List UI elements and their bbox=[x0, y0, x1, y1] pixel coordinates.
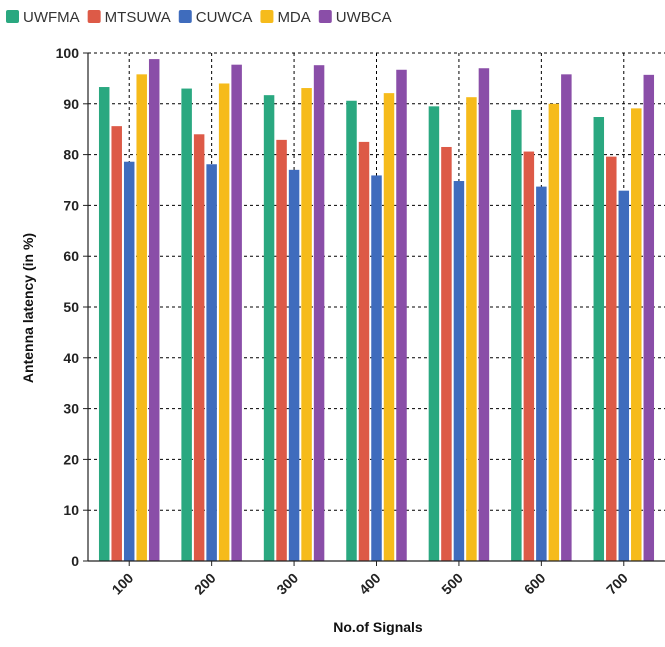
x-tick-label: 300 bbox=[273, 570, 301, 598]
bar-cuwca-400 bbox=[371, 175, 382, 562]
y-tick-label: 80 bbox=[63, 147, 79, 163]
bar-mda-500 bbox=[466, 97, 477, 562]
x-tick-label: 600 bbox=[521, 570, 549, 598]
bar-uwfma-200 bbox=[181, 88, 192, 561]
legend-label-mtsuwa: MTSUWA bbox=[105, 9, 171, 26]
bar-mda-200 bbox=[218, 83, 230, 561]
x-tick-label: 200 bbox=[191, 570, 219, 598]
bar-cuwca-200 bbox=[206, 164, 217, 561]
legend: UWFMA MTSUWA CUWCA MDA UWBCA bbox=[6, 9, 392, 26]
legend-swatch-mda bbox=[260, 10, 274, 23]
bar-cuwca-700 bbox=[618, 190, 630, 561]
y-tick-label: 0 bbox=[71, 553, 79, 569]
y-tick-label: 70 bbox=[63, 197, 79, 213]
x-tick-label: 100 bbox=[109, 570, 137, 598]
y-tick-label: 30 bbox=[63, 401, 79, 417]
bar-mtsuwa-500 bbox=[441, 146, 452, 562]
legend-swatch-uwbca bbox=[318, 10, 332, 23]
y-tick-label: 50 bbox=[63, 299, 79, 315]
bar-mda-700 bbox=[631, 108, 642, 561]
bar-uwbca-400 bbox=[396, 69, 407, 561]
bar-uwbca-600 bbox=[561, 74, 572, 561]
legend-swatch-mtsuwa bbox=[87, 10, 101, 23]
bar-cuwca-100 bbox=[123, 161, 135, 561]
bar-uwbca-100 bbox=[148, 59, 160, 561]
y-tick-label: 20 bbox=[63, 451, 79, 467]
bar-mda-400 bbox=[383, 93, 395, 561]
bar-uwbca-500 bbox=[478, 68, 490, 562]
legend-label-uwfma: UWFMA bbox=[23, 9, 80, 26]
bar-uwfma-700 bbox=[593, 117, 605, 562]
x-tick-label: 400 bbox=[356, 570, 384, 598]
x-tick-label: 500 bbox=[438, 570, 466, 598]
y-axis-title: Antenna latency (in %) bbox=[20, 233, 36, 383]
bar-mtsuwa-300 bbox=[276, 139, 287, 562]
legend-label-mda: MDA bbox=[277, 9, 310, 26]
x-axis-ticks: 100 200 300 400 500 600 700 bbox=[109, 561, 631, 598]
legend-swatch-uwfma bbox=[6, 10, 19, 23]
bars bbox=[98, 59, 655, 562]
y-tick-label: 40 bbox=[63, 350, 79, 366]
bar-uwfma-400 bbox=[346, 100, 357, 561]
y-tick-label: 100 bbox=[56, 45, 80, 61]
legend-label-uwbca: UWBCA bbox=[336, 9, 392, 26]
bar-mtsuwa-700 bbox=[606, 156, 617, 561]
y-tick-label: 10 bbox=[63, 502, 79, 518]
bar-uwfma-300 bbox=[263, 95, 275, 561]
bar-uwfma-100 bbox=[98, 87, 110, 561]
bar-mtsuwa-400 bbox=[358, 141, 370, 561]
bar-mda-600 bbox=[548, 103, 560, 562]
bar-uwbca-200 bbox=[231, 64, 242, 562]
bar-cuwca-300 bbox=[288, 169, 300, 561]
y-tick-label: 90 bbox=[63, 96, 79, 112]
bar-cuwca-600 bbox=[536, 186, 547, 561]
bar-uwfma-500 bbox=[428, 106, 440, 561]
bar-uwbca-300 bbox=[313, 65, 325, 561]
x-tick-label: 700 bbox=[603, 570, 631, 598]
bar-mda-100 bbox=[136, 74, 147, 561]
bar-uwbca-700 bbox=[643, 74, 655, 562]
legend-swatch-cuwca bbox=[178, 10, 192, 23]
x-axis-title: No.of Signals bbox=[333, 619, 423, 635]
bar-mda-300 bbox=[301, 88, 312, 561]
legend-label-cuwca: CUWCA bbox=[196, 9, 253, 26]
bar-uwfma-600 bbox=[511, 109, 522, 562]
bar-mtsuwa-600 bbox=[523, 151, 535, 561]
y-axis-ticks: 0 10 20 30 40 50 60 70 80 90 100 bbox=[56, 45, 88, 569]
bar-cuwca-500 bbox=[453, 181, 465, 562]
bar-mtsuwa-100 bbox=[111, 126, 122, 561]
bar-mtsuwa-200 bbox=[193, 134, 205, 561]
y-tick-label: 60 bbox=[63, 248, 79, 264]
